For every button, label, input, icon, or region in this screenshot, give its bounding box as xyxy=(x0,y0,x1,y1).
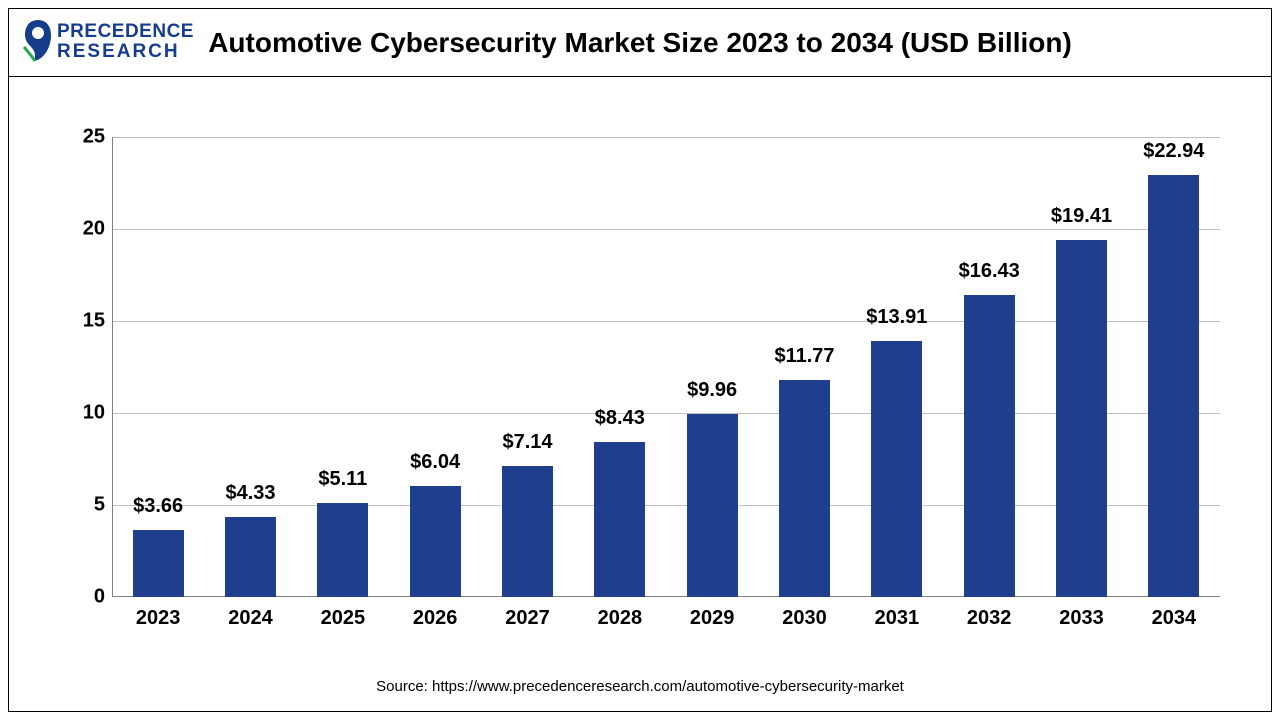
logo-icon xyxy=(21,17,55,65)
bar-value-label: $8.43 xyxy=(595,407,645,430)
bar xyxy=(779,380,830,597)
x-tick-label: 2027 xyxy=(505,607,550,630)
bar-value-label: $22.94 xyxy=(1143,140,1204,163)
bar-value-label: $3.66 xyxy=(133,495,183,518)
x-tick-label: 2034 xyxy=(1152,607,1197,630)
bar-value-label: $6.04 xyxy=(410,451,460,474)
bar xyxy=(133,530,184,597)
y-tick-label: 20 xyxy=(83,218,105,241)
bar xyxy=(871,341,922,597)
source-citation: Source: https://www.precedenceresearch.c… xyxy=(9,678,1271,695)
bar-value-label: $16.43 xyxy=(959,260,1020,283)
x-tick-label: 2024 xyxy=(228,607,273,630)
bar-value-label: $5.11 xyxy=(318,468,367,491)
bar-value-label: $7.14 xyxy=(502,431,552,454)
bar xyxy=(687,414,738,597)
bar xyxy=(1056,240,1107,597)
x-tick-label: 2026 xyxy=(413,607,458,630)
bar-value-label: $19.41 xyxy=(1051,205,1112,228)
chart-frame: Precedence RESEARCH Automotive Cybersecu… xyxy=(8,8,1272,712)
x-tick-label: 2023 xyxy=(136,607,181,630)
x-tick-label: 2032 xyxy=(967,607,1012,630)
y-tick-label: 10 xyxy=(83,402,105,425)
x-tick-label: 2025 xyxy=(321,607,366,630)
y-tick-label: 5 xyxy=(94,494,105,517)
y-tick-label: 15 xyxy=(83,310,105,333)
bar xyxy=(964,295,1015,597)
brand-logo: Precedence RESEARCH xyxy=(21,17,194,65)
bar xyxy=(317,503,368,597)
bar-value-label: $4.33 xyxy=(225,482,275,505)
bar xyxy=(502,466,553,597)
bar xyxy=(410,486,461,597)
bar-value-label: $13.91 xyxy=(866,306,927,329)
chart-area: 0510152025 20232024202520262027202820292… xyxy=(57,137,1229,623)
bar-value-label: $11.77 xyxy=(774,345,834,368)
y-tick-label: 25 xyxy=(83,126,105,149)
header-bar: Precedence RESEARCH Automotive Cybersecu… xyxy=(9,9,1271,77)
y-tick-label: 0 xyxy=(94,586,105,609)
x-tick-label: 2033 xyxy=(1059,607,1104,630)
logo-text: Precedence RESEARCH xyxy=(57,22,194,61)
bar xyxy=(225,517,276,597)
x-tick-label: 2030 xyxy=(782,607,827,630)
logo-text-line1: Precedence xyxy=(57,22,194,41)
logo-text-line2: RESEARCH xyxy=(57,42,194,61)
bar xyxy=(594,442,645,597)
x-tick-label: 2031 xyxy=(875,607,920,630)
bar-value-label: $9.96 xyxy=(687,379,737,402)
bar xyxy=(1148,175,1199,597)
chart-title: Automotive Cybersecurity Market Size 202… xyxy=(9,27,1271,59)
x-tick-label: 2029 xyxy=(690,607,735,630)
x-tick-label: 2028 xyxy=(598,607,643,630)
